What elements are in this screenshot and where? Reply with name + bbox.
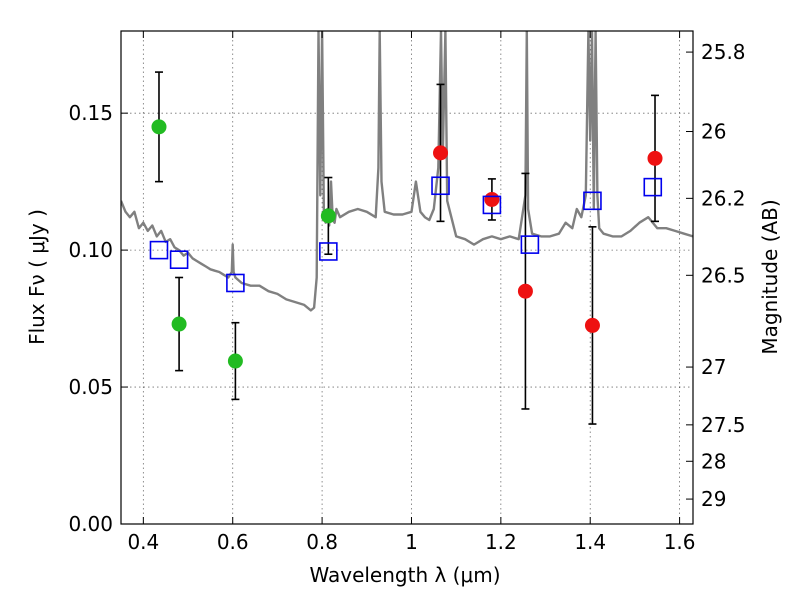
x-tick-label: 1.2: [485, 530, 517, 554]
y2-tick-label: 27.5: [701, 413, 746, 437]
green-data-point: [151, 119, 167, 135]
red-data-point: [433, 145, 449, 161]
model-spectrum-series: [121, 31, 693, 312]
y-tick-label: 0.00: [68, 512, 113, 536]
red-data-point: [484, 191, 500, 207]
y2-tick-label: 25.8: [701, 40, 746, 64]
x-axis-title: Wavelength λ (μm): [309, 563, 500, 587]
green-data-point: [171, 316, 187, 332]
model-square-marker: [149, 240, 169, 260]
y2-tick-label: 29: [701, 487, 726, 511]
x-tick-label: 0.8: [306, 530, 338, 554]
y-tick-label: 0.15: [68, 101, 113, 125]
model-square-marker: [482, 195, 502, 215]
y2-tick-label: 26.5: [701, 263, 746, 287]
error-bars: [154, 71, 660, 425]
spectrum-line: [121, 31, 693, 312]
axis-ticks: 0.4 0.6 0.8 1 1.2 1.4 1.6 0.00 0.05 0.10 0.15 25.8 2…: [68, 31, 746, 554]
red-data-point: [647, 150, 663, 166]
y2-axis-title: Magnitude (AB): [758, 199, 782, 354]
y2-tick-label: 26.2: [701, 186, 746, 210]
red-data-point: [517, 283, 533, 299]
plot-frame: [120, 30, 694, 525]
y2-tick-label: 26: [701, 120, 726, 144]
x-tick-label: 0.6: [217, 530, 249, 554]
green-data-point: [227, 353, 243, 369]
model-square-marker: [169, 250, 189, 269]
red-data-point: [584, 317, 600, 333]
x-tick-label: 1.4: [574, 530, 606, 554]
y2-tick-label: 27: [701, 355, 726, 379]
grid: [121, 31, 693, 524]
model-square-marker: [520, 235, 540, 254]
y2-tick-label: 28: [701, 449, 726, 473]
model-square-marker: [431, 176, 450, 196]
green-data-point: [320, 208, 336, 224]
model-square-marker: [643, 177, 663, 197]
data-markers: [149, 119, 663, 369]
model-square-marker: [583, 191, 602, 211]
y-tick-label: 0.10: [68, 238, 113, 262]
x-tick-label: 1.6: [664, 530, 696, 554]
x-tick-label: 0.4: [127, 530, 159, 554]
x-tick-label: 1: [405, 530, 418, 554]
model-square-marker: [319, 242, 338, 261]
model-square-marker: [226, 273, 245, 293]
y-tick-label: 0.05: [68, 375, 113, 399]
y-axis-title: Flux Fν ( μJy ): [25, 209, 49, 345]
